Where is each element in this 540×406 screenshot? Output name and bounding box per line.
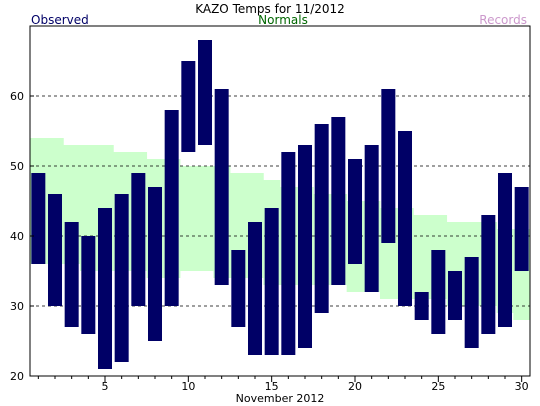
x-tick-label-30: 30 xyxy=(515,380,529,393)
legend-observed: Observed xyxy=(31,13,89,27)
observed-bar-day-22 xyxy=(381,89,396,243)
y-tick-label-50: 50 xyxy=(10,160,24,173)
x-tick-label-10: 10 xyxy=(181,380,195,393)
observed-bar-day-1 xyxy=(31,173,46,264)
normal-range-day-11 xyxy=(196,166,214,271)
observed-bar-day-8 xyxy=(148,187,162,341)
observed-bar-day-15 xyxy=(264,208,279,355)
observed-bar-day-25 xyxy=(431,250,446,334)
observed-bar-day-12 xyxy=(214,89,229,285)
observed-bar-day-18 xyxy=(314,124,329,313)
observed-bar-day-13 xyxy=(231,250,246,327)
observed-bar-day-11 xyxy=(198,40,212,145)
observed-bar-day-29 xyxy=(498,173,512,327)
observed-bars xyxy=(31,40,529,369)
observed-bar-day-17 xyxy=(298,145,312,348)
observed-bar-day-19 xyxy=(331,117,346,285)
observed-bar-day-14 xyxy=(248,222,262,355)
observed-bar-day-3 xyxy=(64,222,79,327)
observed-bar-day-5 xyxy=(98,208,112,369)
observed-bar-day-6 xyxy=(114,194,129,362)
observed-bar-day-21 xyxy=(364,145,379,292)
observed-bar-day-7 xyxy=(131,173,146,306)
observed-bar-day-24 xyxy=(414,292,429,320)
chart-title: KAZO Temps for 11/2012 xyxy=(195,2,345,16)
observed-bar-day-27 xyxy=(464,257,479,348)
observed-bar-day-30 xyxy=(514,187,529,271)
y-tick-label-20: 20 xyxy=(10,370,24,383)
observed-bar-day-4 xyxy=(81,236,96,334)
y-tick-label-30: 30 xyxy=(10,300,24,313)
normal-range-day-10 xyxy=(180,166,198,271)
gridlines xyxy=(30,95,530,307)
observed-bar-day-9 xyxy=(164,110,179,306)
x-tick-label-25: 25 xyxy=(431,380,445,393)
observed-bar-day-23 xyxy=(398,131,412,306)
x-tick-label-20: 20 xyxy=(348,380,362,393)
observed-bar-day-20 xyxy=(348,159,362,264)
x-axis-label: November 2012 xyxy=(236,392,325,405)
legend-records: Records xyxy=(479,13,527,27)
y-tick-label-60: 60 xyxy=(10,90,24,103)
observed-bar-day-10 xyxy=(181,61,196,152)
observed-bar-day-28 xyxy=(481,215,496,334)
observed-bar-day-16 xyxy=(281,152,296,355)
y-tick-label-40: 40 xyxy=(10,230,24,243)
legend-normals: Normals xyxy=(258,13,308,27)
observed-bar-day-2 xyxy=(48,194,62,306)
x-tick-label-15: 15 xyxy=(265,380,279,393)
axes: 20 30 40 50 60 5 10 15 20 25 30 xyxy=(10,90,529,393)
plot-frame xyxy=(29,25,531,377)
observed-bar-day-26 xyxy=(448,271,462,320)
normal-range-day-24 xyxy=(413,215,431,299)
x-tick-label-5: 5 xyxy=(102,380,109,393)
